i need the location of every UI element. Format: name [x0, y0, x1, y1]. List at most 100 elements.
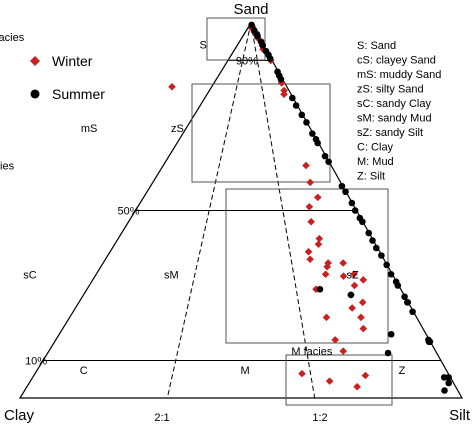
winter-point-12 [306, 178, 314, 187]
winter-point-14 [305, 202, 314, 211]
summer-point-21 [338, 182, 346, 190]
winter-point-38 [325, 377, 334, 385]
key-item-8: M: Mud [357, 156, 394, 168]
winter-point-23 [323, 262, 331, 271]
region-label-sm: sM [164, 269, 179, 281]
summer-point-34 [394, 282, 402, 289]
summer-point-29 [372, 244, 380, 252]
winter-point-24 [321, 270, 330, 279]
region-label-ms: mS [81, 123, 98, 135]
summer-point-26 [359, 218, 366, 226]
region-label-z: Z [399, 365, 406, 377]
summer-point-43 [347, 291, 355, 299]
key-item-0: S: Sand [357, 40, 396, 52]
winter-point-27 [350, 281, 359, 290]
region-label-sz: sZ [346, 269, 359, 281]
summer-point-0 [248, 21, 255, 29]
winter-point-13 [313, 193, 322, 202]
chart-text: SandClaySilt90%50%10%2:11:2SmScSzSsMsCsZ… [0, 1, 471, 424]
summer-point-13 [292, 102, 300, 109]
s-facies-box [206, 17, 266, 61]
summer-point-47 [445, 374, 452, 381]
winter-point-16 [315, 234, 324, 243]
ratio-label-2-1: 2:1 [154, 412, 169, 424]
summer-point-42 [316, 285, 324, 293]
legend-label-winter: Winter [52, 53, 93, 69]
summer-point-22 [342, 188, 349, 196]
facies-label-sm-facies: sM facies [0, 161, 15, 173]
summer-point-12 [289, 94, 296, 102]
summer-point-19 [321, 152, 329, 160]
winter-point-10 [280, 90, 288, 99]
ratio-label-1-2: 1:2 [312, 412, 327, 424]
ratio-line-2-1 [166, 22, 252, 399]
summer-point-16 [309, 130, 316, 137]
key-item-9: Z: Silt [357, 171, 385, 183]
region-label-zs: zS [171, 123, 184, 135]
vertex-label-right: Silt [449, 407, 471, 424]
winter-point-18 [304, 247, 313, 256]
data-points [168, 21, 452, 394]
summer-point-8 [266, 55, 274, 62]
summer-point-28 [369, 237, 376, 244]
m-facies-box [285, 354, 393, 406]
key-item-7: C: Clay [357, 142, 394, 154]
key-item-1: cS: clayey Sand [357, 55, 436, 67]
sand-pct-label-3: 10% [25, 356, 47, 368]
winter-point-31 [348, 304, 356, 312]
summer-point-3 [254, 32, 261, 40]
ratio-line-1-2 [250, 22, 316, 399]
vertex-label-top: Sand [233, 1, 268, 18]
region-label-m: M [240, 365, 249, 377]
summer-point-37 [404, 299, 412, 306]
legend-marker-summer [30, 89, 40, 99]
region-label-c: C [80, 365, 88, 377]
summer-point-45 [384, 349, 392, 357]
winter-point-26 [359, 276, 368, 284]
winter-point-5 [259, 45, 267, 54]
summer-point-5 [259, 42, 267, 49]
summer-point-35 [401, 293, 408, 301]
summer-point-32 [387, 270, 395, 278]
summer-point-11 [277, 75, 285, 83]
sm-facies-box [225, 188, 389, 344]
summer-point-41 [425, 336, 432, 344]
ms-facies-box [191, 83, 331, 183]
key-item-5: sM: sandy Mud [357, 113, 432, 125]
summer-point-23 [348, 199, 356, 207]
winter-point-32 [322, 313, 331, 322]
key-item-2: mS: muddy Sand [357, 69, 441, 81]
summer-point-30 [378, 252, 385, 259]
region-label-s: S [199, 39, 206, 51]
summer-point-14 [298, 111, 306, 119]
legend-label-summer: Summer [52, 86, 105, 102]
winter-point-39 [361, 371, 370, 380]
summer-point-20 [325, 158, 332, 166]
summer-point-31 [383, 261, 390, 269]
sand-pct-label-2: 50% [117, 206, 139, 218]
winter-point-17 [314, 240, 323, 249]
winter-point-30 [358, 298, 367, 307]
winter-point-22 [350, 270, 358, 279]
winter-point-11 [302, 161, 310, 170]
key-item-3: zS: silty Sand [357, 84, 424, 96]
summer-point-44 [387, 330, 395, 338]
summer-point-18 [314, 139, 321, 147]
region-label-sc: sC [23, 269, 37, 281]
summer-point-48 [445, 379, 452, 387]
winter-point-9 [280, 86, 288, 95]
summer-point-27 [365, 229, 373, 237]
classification-key: S: Sand cS: clayey Sand mS: muddy Sand zS: … [357, 40, 441, 183]
winter-point-34 [359, 324, 368, 333]
winter-point-8 [168, 82, 176, 91]
summer-point-38 [409, 308, 416, 316]
winter-point-36 [339, 347, 348, 355]
winter-point-19 [306, 255, 314, 264]
winter-point-37 [298, 369, 306, 378]
winter-point-35 [331, 336, 339, 344]
legend: Winter Summer [30, 53, 105, 102]
vertex-label-left: Clay [4, 407, 35, 424]
winter-point-33 [357, 313, 365, 322]
summer-point-15 [303, 119, 310, 126]
